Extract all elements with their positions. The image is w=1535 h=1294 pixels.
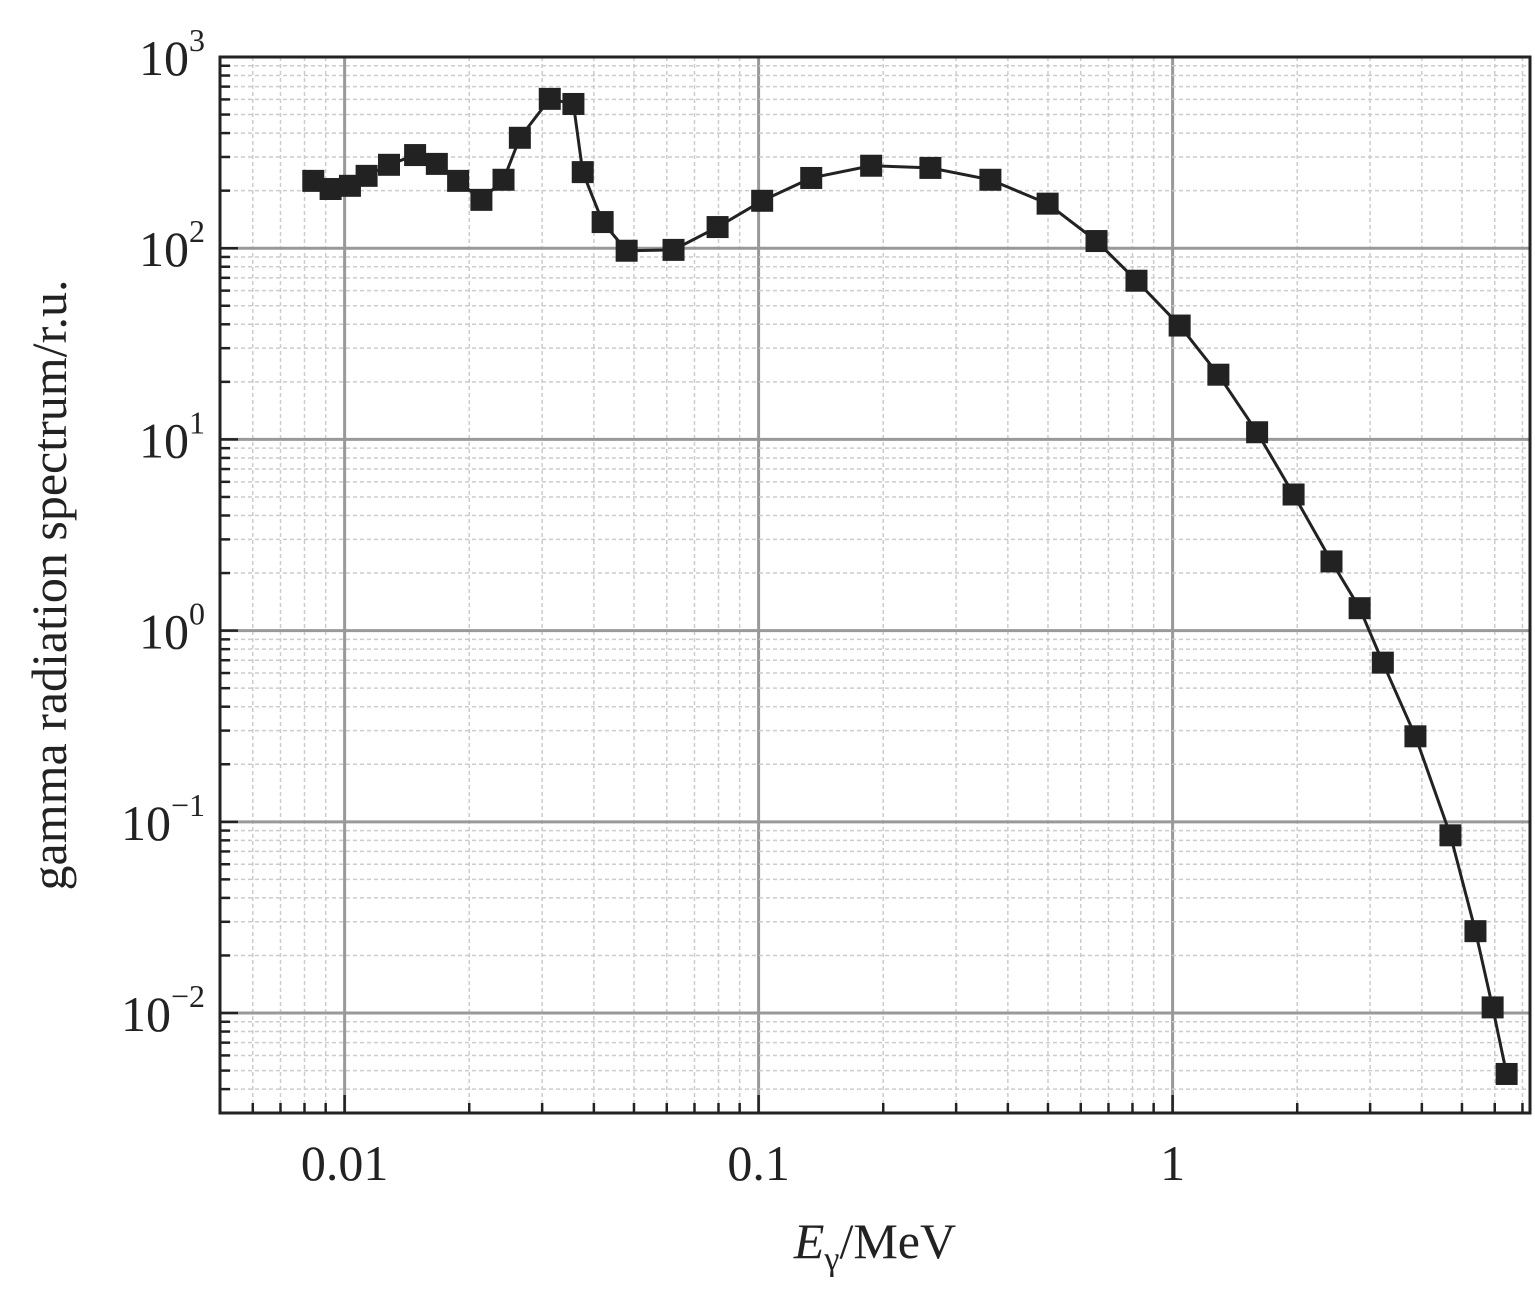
data-point-marker [425,152,448,175]
y-tick-exponent: 3 [189,22,205,58]
x-tick-label: 1 [1160,1135,1185,1191]
data-point-marker [508,126,531,149]
grid [219,55,1530,1114]
axis-ticks [218,55,1524,1115]
data-point-marker [1348,597,1371,620]
y-tick-label: 102 [139,213,205,277]
y-tick-label: 10−1 [121,787,205,851]
y-tick-exponent: −1 [171,787,205,823]
y-tick-exponent: 1 [189,404,205,440]
data-point-marker [1282,483,1305,506]
data-point-marker [470,188,493,211]
x-axis-label: Eγ/MeV [793,1213,956,1278]
plot-frame [218,55,1532,1115]
data-point-marker [319,178,342,201]
y-tick-base: 10 [139,604,189,660]
y-tick-label: 10−2 [121,978,205,1042]
data-point-marker [378,153,401,176]
data-point-marker [404,144,427,167]
series-line [312,97,1509,1075]
data-point-marker [591,211,614,234]
data-point-marker [615,239,638,262]
y-tick-label: 103 [139,22,205,86]
data-point-marker [1481,996,1504,1019]
data-point-marker [1125,269,1148,292]
y-tick-label: 100 [139,596,205,660]
data-point-marker [1464,920,1487,943]
data-point-marker [1036,192,1059,215]
y-axis-label: gamma radiation spectrum/r.u. [21,280,77,891]
data-point-marker [302,169,325,192]
y-tick-base: 10 [121,986,171,1042]
data-point-marker [1207,363,1230,386]
x-tick-label: 0.01 [301,1135,389,1191]
data-point-marker [447,169,470,192]
y-tick-base: 10 [139,412,189,468]
data-point-marker [800,166,823,189]
data-point-marker [751,189,774,212]
y-tick-base: 10 [139,221,189,277]
y-tick-base: 10 [121,795,171,851]
data-point-marker [1404,725,1427,748]
y-tick-exponent: 2 [189,213,205,249]
data-point-marker [571,161,594,184]
data-point-marker [1085,230,1108,253]
data-point-marker [562,92,585,115]
data-point-marker [1495,1062,1518,1085]
data-point-marker [1320,550,1343,573]
data-series [302,87,1518,1085]
x-tick-label: 0.1 [727,1135,790,1191]
y-tick-exponent: 0 [189,596,205,632]
data-point-marker [338,174,361,197]
data-point-marker [1246,421,1269,444]
y-tick-base: 10 [139,30,189,86]
y-tick-exponent: −2 [171,978,205,1014]
data-point-marker [979,168,1002,191]
data-point-marker [706,216,729,239]
data-point-marker [1439,824,1462,847]
x-tick-labels: 0.01 0.1 1 [301,1135,1185,1191]
data-point-marker [1168,314,1191,337]
data-point-marker [860,154,883,177]
data-point-marker [919,156,942,179]
data-point-marker [538,87,561,110]
y-tick-label: 101 [139,404,205,468]
data-point-marker [1371,651,1394,674]
data-point-marker [662,238,685,261]
data-point-marker [355,164,378,187]
data-point-marker [492,168,515,191]
